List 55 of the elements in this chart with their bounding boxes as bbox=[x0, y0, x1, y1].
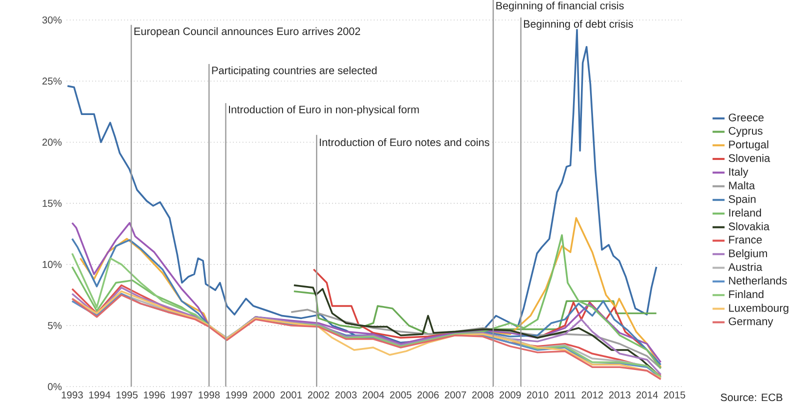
y-tick-label: 20% bbox=[42, 138, 62, 146]
x-tick-label: 1998 bbox=[198, 391, 220, 398]
y-tick-label: 15% bbox=[42, 200, 62, 207]
x-tick-label: 2014 bbox=[636, 391, 658, 398]
ref-line-label: Introduction of Euro in non-physical form bbox=[228, 105, 419, 116]
legend-label: Austria bbox=[728, 262, 762, 271]
line-series bbox=[66, 28, 658, 344]
ref-line-label: Beginning of debt crisis bbox=[524, 20, 634, 30]
y-tick-label: 30% bbox=[42, 16, 62, 24]
legend-label: Greece bbox=[728, 114, 764, 122]
y-tick-label: 5% bbox=[48, 322, 62, 330]
x-tick-label: 2013 bbox=[609, 391, 630, 398]
legend-label: Netherlands bbox=[729, 276, 787, 285]
x-tick-label: 1996 bbox=[144, 391, 165, 398]
x-tick-label: 1999 bbox=[226, 391, 248, 398]
legend-label: Slovakia bbox=[728, 222, 770, 230]
legend-label: Portugal bbox=[729, 140, 768, 151]
x-tick-label: 2000 bbox=[253, 391, 275, 398]
legend-label: Spain bbox=[728, 194, 756, 206]
x-tick-label: 2002 bbox=[308, 391, 330, 398]
legend-label: Finland bbox=[729, 290, 764, 298]
x-tick-label: 2011 bbox=[554, 391, 576, 398]
x-tick-label: 2001 bbox=[280, 391, 302, 398]
legend-label: Belgium bbox=[729, 249, 768, 260]
line-series bbox=[293, 284, 662, 378]
x-tick-label: 2009 bbox=[500, 391, 521, 398]
x-tick-label: 2004 bbox=[362, 391, 384, 398]
x-tick-label: 2003 bbox=[335, 391, 357, 398]
legend-label: Malta bbox=[729, 181, 755, 190]
x-tick-label: 1993 bbox=[62, 391, 83, 398]
x-tick-label: 1995 bbox=[116, 391, 138, 398]
y-tick-label: 10% bbox=[42, 260, 62, 268]
x-tick-label: 2006 bbox=[417, 391, 439, 398]
x-tick-label: 2007 bbox=[444, 391, 466, 398]
x-tick-label: 2005 bbox=[390, 391, 412, 398]
ref-line-label: Introduction of Euro notes and coins bbox=[320, 138, 490, 146]
x-tick-label: 1994 bbox=[89, 391, 110, 398]
x-tick-label: 2008 bbox=[472, 391, 494, 398]
x-tick-label: 2015 bbox=[664, 391, 686, 398]
legend-label: Germany bbox=[728, 317, 774, 328]
ref-line-label: European Council announces Euro arrives 2002 bbox=[134, 27, 360, 38]
legend-label: Ireland bbox=[729, 208, 761, 217]
x-tick-label: 2010 bbox=[526, 391, 548, 398]
y-tick-label: 0% bbox=[48, 383, 62, 390]
x-tick-label: 1997 bbox=[171, 391, 192, 398]
legend-label: Cyprus bbox=[728, 126, 762, 137]
ref-line-label: Participating countries are selected bbox=[212, 66, 377, 76]
legend-label: Italy bbox=[729, 168, 748, 178]
y-tick-label: 25% bbox=[42, 78, 62, 85]
source-note: Source: ECB bbox=[720, 394, 782, 402]
ref-line-label: Beginning of financial crisis bbox=[496, 2, 624, 12]
legend-label: Slovenia bbox=[728, 154, 770, 162]
legend-label: Luxembourg bbox=[729, 304, 788, 314]
x-tick-label: 2012 bbox=[582, 391, 603, 398]
legend-label: France bbox=[729, 236, 762, 244]
